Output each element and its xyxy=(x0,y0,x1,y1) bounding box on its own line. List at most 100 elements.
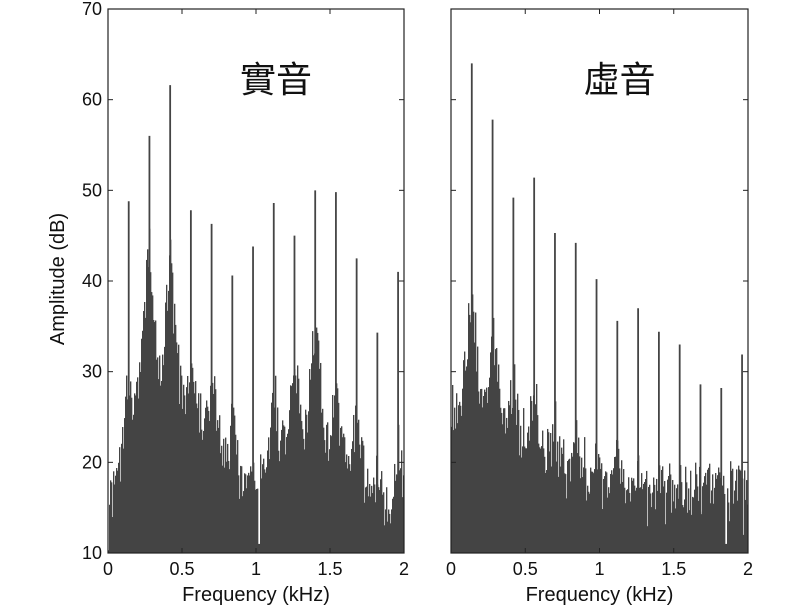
spectrum-bin-real-tone xyxy=(117,470,119,553)
spectrum-bin-real-tone xyxy=(114,484,116,553)
spectrum-bin-virtual-tone xyxy=(516,424,518,553)
spectrum-bin-virtual-tone xyxy=(550,433,552,553)
spectrum-bin-virtual-tone xyxy=(671,512,673,553)
spectrum-bin-virtual-tone xyxy=(668,476,670,553)
spectrum-bin-real-tone xyxy=(380,479,382,553)
spectrum-bin-virtual-tone xyxy=(524,446,526,553)
spectrum-bin-real-tone xyxy=(345,462,347,553)
spectrum-bin-real-tone xyxy=(214,376,216,553)
spectrum-bin-virtual-tone xyxy=(564,473,566,553)
spectrum-bin-real-tone xyxy=(204,418,206,553)
spectrum-bin-real-tone xyxy=(333,417,335,553)
spectrum-bin-virtual-tone xyxy=(531,400,533,553)
spectrum-bin-virtual-tone xyxy=(467,359,469,553)
spectrum-bin-virtual-tone xyxy=(732,468,734,553)
spectrum-bin-virtual-tone xyxy=(745,499,747,553)
spectrum-bin-virtual-tone xyxy=(614,457,616,553)
spectrum-bin-real-tone xyxy=(383,492,385,553)
spectrum-bin-virtual-tone xyxy=(480,389,482,553)
spectrum-bin-real-tone xyxy=(401,450,403,553)
spectrum-bin-virtual-tone xyxy=(642,489,644,553)
spectrum-bin-virtual-tone xyxy=(451,426,453,553)
spectrum-bin-virtual-tone xyxy=(736,469,738,553)
x-tick-label: 2 xyxy=(743,559,753,579)
spectrum-bin-virtual-tone xyxy=(672,480,674,553)
spectrum-bin-virtual-tone xyxy=(475,312,477,553)
spectrum-bin-real-tone xyxy=(337,388,339,553)
spectrum-bin-virtual-tone xyxy=(517,393,519,553)
spectrum-bin-real-tone xyxy=(165,302,167,553)
spectrum-bin-real-tone xyxy=(277,407,279,553)
spectrum-bin-virtual-tone xyxy=(739,469,741,553)
spectrum-bin-real-tone xyxy=(251,471,253,553)
spectrum-bin-virtual-tone xyxy=(503,408,505,553)
spectrum-bin-real-tone xyxy=(323,427,325,553)
spectrum-bin-real-tone xyxy=(347,468,349,553)
spectrum-bin-real-tone xyxy=(175,324,177,553)
spectrum-bin-real-tone xyxy=(236,454,238,553)
spectrum-bin-virtual-tone xyxy=(685,466,687,553)
spectrum-bin-virtual-tone xyxy=(708,467,710,553)
spectrum-bin-real-tone xyxy=(392,498,394,553)
spectrum-bin-real-tone xyxy=(308,411,310,553)
spectrum-bin-virtual-tone xyxy=(527,432,529,553)
spectrum-bin-virtual-tone xyxy=(677,484,679,553)
spectrum-bin-virtual-tone xyxy=(713,503,715,553)
spectrum-bin-virtual-tone xyxy=(645,479,647,553)
spectrum-bin-virtual-tone xyxy=(733,503,735,553)
spectrum-bin-virtual-tone xyxy=(583,467,585,553)
x-tick-label: 2 xyxy=(399,559,409,579)
spectrum-bin-virtual-tone xyxy=(536,384,538,553)
spectrum-bin-virtual-tone xyxy=(605,471,607,553)
spectrum-bin-virtual-tone xyxy=(477,346,479,553)
spectrum-bin-virtual-tone xyxy=(511,414,513,553)
spectrum-bin-real-tone xyxy=(338,402,340,553)
spectrum-bin-virtual-tone xyxy=(727,488,729,553)
spectrum-bin-real-tone xyxy=(109,504,111,553)
spectrum-bin-virtual-tone xyxy=(459,401,461,553)
spectrum-bin-virtual-tone xyxy=(652,492,654,553)
spectrum-bin-virtual-tone xyxy=(610,473,612,553)
spectrum-bin-virtual-tone xyxy=(629,492,631,553)
spectrum-bin-real-tone xyxy=(267,450,269,553)
spectrum-bin-virtual-tone xyxy=(746,480,748,553)
spectrum-bin-real-tone xyxy=(200,393,202,553)
spectrum-bin-virtual-tone xyxy=(694,489,696,553)
spectrum-bin-real-tone xyxy=(146,259,148,553)
spectrum-bin-virtual-tone xyxy=(571,452,573,553)
spectrum-bin-virtual-tone xyxy=(476,371,478,553)
spectrum-bin-real-tone xyxy=(234,415,236,553)
spectrum-bin-real-tone xyxy=(400,468,402,553)
spectrum-bin-virtual-tone xyxy=(715,473,717,553)
spectrum-bin-real-tone xyxy=(241,466,243,553)
spectrum-bin-real-tone xyxy=(339,445,341,553)
spectrum-bin-virtual-tone xyxy=(633,478,635,553)
spectrum-bin-real-tone xyxy=(389,513,391,553)
spectrum-bin-real-tone xyxy=(379,490,381,553)
spectrum-bin-virtual-tone xyxy=(608,487,610,553)
spectrum-bin-virtual-tone xyxy=(676,488,678,553)
spectrum-bin-virtual-tone xyxy=(515,399,517,553)
spectrum-bin-real-tone xyxy=(156,359,158,553)
spectrum-bin-real-tone xyxy=(213,393,215,553)
x-ticks-real-tone: 0 0.5 1 1.5 2 xyxy=(103,9,409,579)
spectrum-bin-virtual-tone xyxy=(549,451,551,553)
spectrum-bin-virtual-tone xyxy=(655,509,657,553)
panel-title-virtual-tone: 虛音 xyxy=(583,60,655,101)
y-axis-label: Amplitude (dB) xyxy=(47,213,69,345)
spectrum-bin-virtual-tone xyxy=(601,463,603,553)
spectrum-bin-real-tone xyxy=(163,365,165,553)
spectrum-bin-real-tone xyxy=(215,389,217,553)
spectrum-bin-virtual-tone xyxy=(698,500,700,553)
spectrum-bin-virtual-tone xyxy=(521,457,523,553)
spectrum-bin-real-tone xyxy=(324,440,326,553)
spectrum-bin-virtual-tone xyxy=(662,466,664,553)
spectrum-bin-real-tone xyxy=(142,330,144,553)
spectrum-bin-virtual-tone xyxy=(635,490,637,553)
spectrum-bin-virtual-tone xyxy=(600,468,602,553)
spectrum-bin-virtual-tone xyxy=(542,430,544,553)
spectrum-bin-real-tone xyxy=(302,429,304,553)
spectrum-bin-virtual-tone xyxy=(561,447,563,553)
spectrum-bin-virtual-tone xyxy=(594,469,596,553)
spectrum-bars-real-tone xyxy=(108,85,405,553)
